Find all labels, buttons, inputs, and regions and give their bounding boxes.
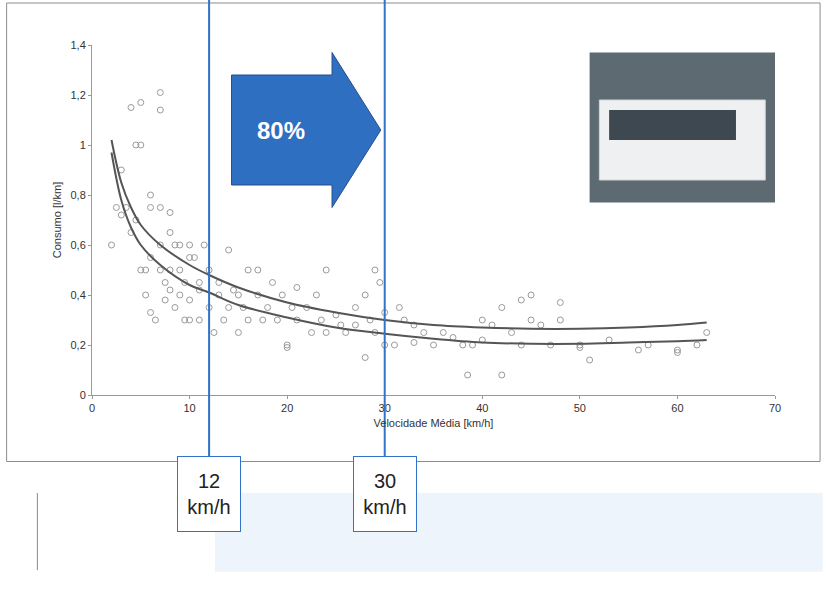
- svg-text:60: 60: [671, 402, 683, 414]
- svg-text:Velocidade Média [km/h]: Velocidade Média [km/h]: [374, 417, 494, 429]
- svg-text:0: 0: [80, 389, 86, 401]
- svg-text:30km/h: 30km/h: [363, 470, 406, 518]
- svg-text:70: 70: [769, 402, 781, 414]
- svg-text:30: 30: [379, 402, 391, 414]
- svg-text:0,8: 0,8: [71, 189, 86, 201]
- svg-text:10: 10: [183, 402, 195, 414]
- svg-text:50: 50: [574, 402, 586, 414]
- svg-text:1,2: 1,2: [71, 89, 86, 101]
- svg-text:Consumo [l/km]: Consumo [l/km]: [51, 182, 63, 258]
- svg-text:0,4: 0,4: [71, 289, 86, 301]
- svg-text:0,6: 0,6: [71, 239, 86, 251]
- svg-text:12km/h: 12km/h: [187, 470, 230, 518]
- svg-text:1,4: 1,4: [71, 39, 86, 51]
- svg-text:80%: 80%: [257, 117, 305, 144]
- svg-text:1: 1: [80, 139, 86, 151]
- svg-text:20: 20: [281, 402, 293, 414]
- svg-text:40: 40: [476, 402, 488, 414]
- svg-text:0: 0: [89, 402, 95, 414]
- svg-text:0,2: 0,2: [71, 339, 86, 351]
